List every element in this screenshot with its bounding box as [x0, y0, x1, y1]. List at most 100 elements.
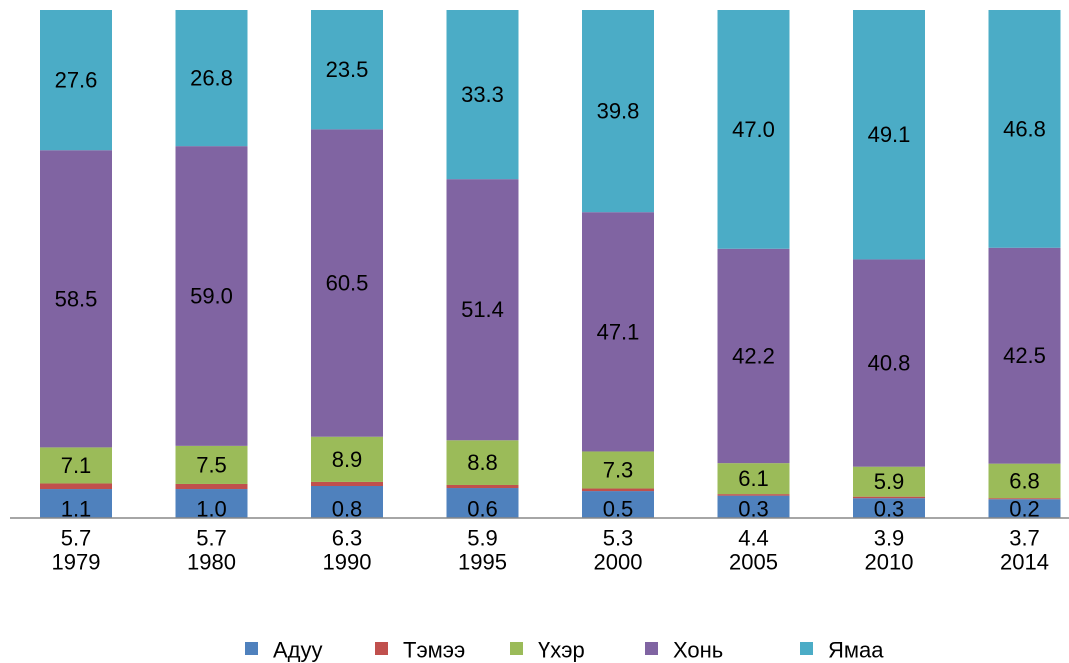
data-label-1980-2: 7.5 [196, 452, 227, 477]
data-label-2000-0: 5.3 [603, 526, 634, 551]
bar-segment-1995-3 [446, 179, 519, 441]
data-label-2010-2: 5.9 [874, 469, 905, 494]
data-label-2005-4: 47.0 [732, 117, 775, 142]
data-label-2014-3: 42.5 [1003, 343, 1046, 368]
data-label-2014-4: 46.8 [1003, 116, 1046, 141]
bar-segment-1979-1 [40, 483, 112, 490]
data-label-1979-4: 27.6 [55, 68, 98, 93]
bar-segment-1990-0 [311, 485, 383, 518]
legend-swatch-1 [375, 642, 388, 655]
data-label-1990-2: 8.9 [332, 447, 363, 472]
data-label-2005-0: 4.4 [738, 526, 769, 551]
data-label-2005-3: 42.2 [732, 343, 775, 368]
bar-segment-2014-0 [988, 499, 1061, 518]
x-tick-2000: 2000 [594, 550, 643, 575]
data-label-2005-2: 6.1 [738, 466, 769, 491]
x-tick-labels: 1979 1980 1990 1995 2000 2005 2010 2014 [52, 550, 1049, 575]
legend-item-2: Үхэр [510, 638, 585, 663]
bar-segment-1980-3 [175, 146, 248, 446]
legend-item-3: Хонь [645, 638, 723, 663]
data-label-1990-0: 6.3 [332, 526, 363, 551]
legend: Адуу Тэмээ Үхэр Хонь Ямаа [245, 638, 884, 663]
legend-label-1: Тэмээ [403, 638, 465, 663]
data-label-1980-4: 26.8 [190, 66, 233, 91]
data-label-2010-0: 3.9 [874, 526, 905, 551]
x-tick-2010: 2010 [865, 550, 914, 575]
data-label-1990-3: 60.5 [326, 271, 369, 296]
data-label-2010-4: 49.1 [868, 122, 911, 147]
bars-layer [40, 10, 1061, 518]
bar-segment-1995-4 [446, 10, 519, 180]
data-label-1995-3: 51.4 [461, 297, 504, 322]
data-labels-layer: 5.71.17.158.527.65.71.07.559.026.86.30.8… [55, 57, 1046, 550]
bar-segment-2000-1 [582, 488, 654, 492]
data-label-1995-0: 5.9 [467, 526, 498, 551]
bar-segment-2005-0 [717, 495, 790, 518]
bar-segment-2010-3 [853, 259, 925, 467]
bar-segment-1990-1 [311, 481, 383, 486]
bar-segment-1995-2 [446, 440, 519, 485]
legend-swatch-4 [800, 642, 813, 655]
data-label-1979-2: 7.1 [61, 453, 92, 478]
bar-segment-2000-2 [582, 451, 654, 489]
data-label-2014-0: 3.7 [1009, 526, 1040, 551]
data-label-2014-2: 6.8 [1009, 468, 1040, 493]
bar-segment-2005-1 [717, 494, 790, 496]
x-tick-2014: 2014 [1000, 550, 1049, 575]
x-tick-1980: 1980 [187, 550, 236, 575]
data-label-2000-3: 47.1 [597, 319, 640, 344]
bar-segment-1979-3 [40, 150, 112, 448]
bar-segment-1990-2 [311, 436, 383, 482]
x-tick-1979: 1979 [52, 550, 101, 575]
data-label-2000-4: 39.8 [597, 99, 640, 124]
bar-segment-1980-1 [175, 483, 248, 490]
bar-segment-1995-0 [446, 488, 519, 518]
legend-label-3: Хонь [673, 638, 723, 663]
bar-segment-2010-0 [853, 498, 925, 518]
bar-segment-1990-4 [311, 10, 383, 130]
data-label-1995-2: 8.8 [467, 450, 498, 475]
legend-item-1: Тэмээ [375, 638, 465, 663]
legend-swatch-2 [510, 642, 523, 655]
bar-segment-2014-1 [988, 498, 1061, 500]
x-tick-1990: 1990 [323, 550, 372, 575]
bar-segment-1990-3 [311, 129, 383, 437]
data-label-2010-3: 40.8 [868, 351, 911, 376]
data-label-1995-4: 33.3 [461, 82, 504, 107]
bar-segment-2010-1 [853, 496, 925, 499]
bar-segment-2005-2 [717, 463, 790, 495]
bar-segment-2005-3 [717, 248, 790, 464]
legend-swatch-0 [245, 642, 258, 655]
data-label-1980-0: 5.7 [196, 526, 227, 551]
data-label-2000-2: 7.3 [603, 457, 634, 482]
data-label-1990-4: 23.5 [326, 57, 369, 82]
data-label-1979-0: 5.7 [61, 526, 92, 551]
legend-label-2: Үхэр [538, 638, 585, 663]
bar-segment-2000-3 [582, 212, 654, 452]
legend-item-0: Адуу [245, 638, 323, 663]
bar-segment-1979-2 [40, 447, 112, 484]
bar-segment-1980-0 [175, 489, 248, 518]
bar-segment-2014-2 [988, 463, 1061, 499]
legend-label-0: Адуу [273, 638, 323, 663]
data-label-1980-3: 59.0 [190, 284, 233, 309]
x-tick-2005: 2005 [729, 550, 778, 575]
bar-segment-2010-4 [853, 10, 925, 260]
data-label-1979-3: 58.5 [55, 286, 98, 311]
bar-segment-2014-3 [988, 247, 1061, 464]
x-tick-1995: 1995 [458, 550, 507, 575]
bar-segment-1979-4 [40, 10, 112, 151]
bar-segment-1980-4 [175, 10, 248, 147]
bar-segment-2010-2 [853, 466, 925, 497]
bar-segment-1995-1 [446, 484, 519, 489]
legend-swatch-3 [645, 642, 658, 655]
bar-segment-1980-2 [175, 445, 248, 484]
bar-segment-2000-4 [582, 10, 654, 213]
bar-segment-2005-4 [717, 10, 790, 249]
legend-item-4: Ямаа [800, 638, 884, 663]
legend-label-4: Ямаа [828, 638, 884, 663]
bar-segment-2014-4 [988, 10, 1061, 248]
bar-segment-1979-0 [40, 489, 112, 518]
bar-segment-2000-0 [582, 491, 654, 518]
